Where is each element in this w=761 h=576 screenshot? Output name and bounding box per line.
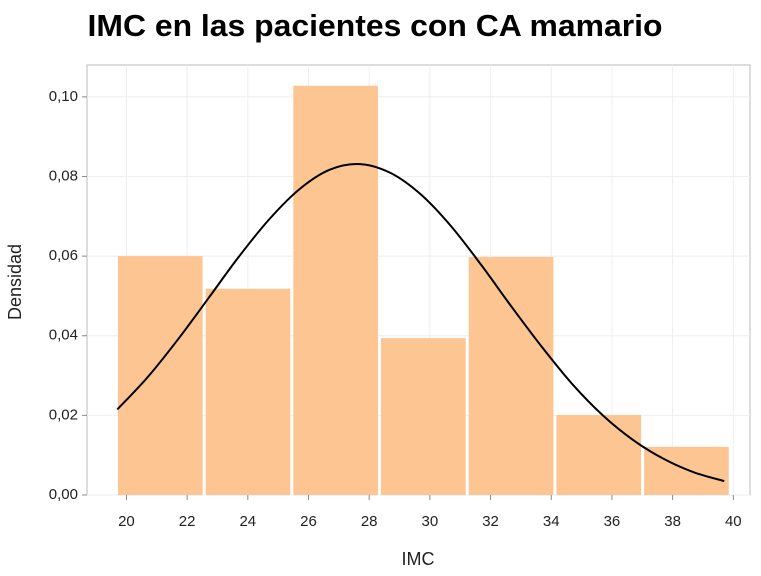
bar [205,288,291,495]
x-axis-label: IMC [402,549,435,569]
y-axis-label: Densidad [5,244,25,320]
y-tick-label: 0,04 [49,327,78,344]
x-tick-label: 34 [543,513,560,530]
x-tick-label: 32 [482,513,499,530]
x-tick-label: 26 [300,513,317,530]
x-tick-label: 36 [604,513,621,530]
x-tick-label: 30 [422,513,439,530]
x-tick-label: 38 [664,513,681,530]
y-tick-label: 0,02 [49,406,78,423]
bar [117,256,203,495]
chart-title: IMC en las pacientes con CA mamario [88,8,663,43]
y-tick-label: 0,00 [49,486,78,503]
bar [381,338,466,495]
bar [293,85,379,495]
x-tick-label: 24 [239,513,256,530]
x-tick-label: 20 [118,513,135,530]
bar [468,256,554,495]
y-tick-label: 0,06 [49,247,78,264]
x-tick-label: 40 [725,513,742,530]
x-tick-label: 22 [179,513,196,530]
y-tick-label: 0,08 [49,167,78,184]
density-curve [116,163,725,483]
x-tick-label: 28 [361,513,378,530]
y-tick-label: 0,10 [49,88,78,105]
bar [556,414,642,495]
